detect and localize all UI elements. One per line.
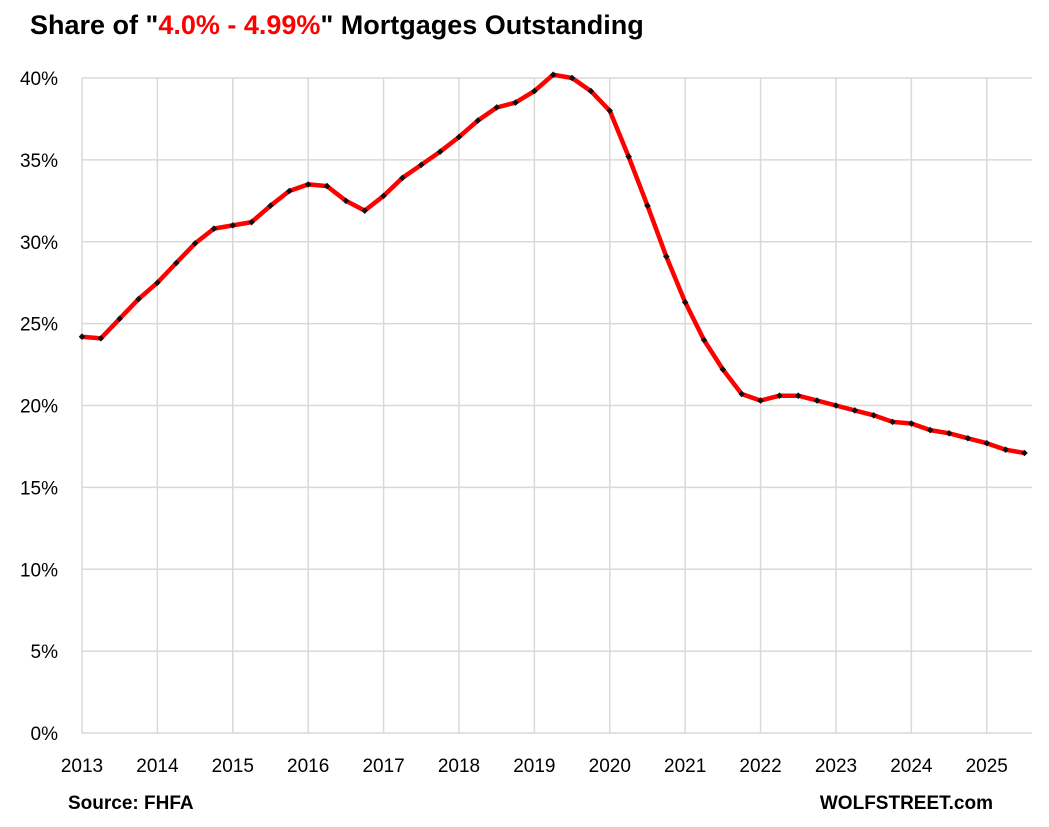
data-point: [644, 202, 651, 210]
grid: [81, 77, 1032, 734]
data-point: [663, 253, 670, 260]
data-point: [474, 117, 482, 124]
data-point: [813, 397, 821, 404]
chart-title: Share of "4.0% - 4.99%" Mortgages Outsta…: [30, 10, 644, 40]
data-point: [794, 392, 802, 399]
y-tick-label: 20%: [20, 397, 58, 418]
x-tick-label: 2019: [513, 756, 555, 777]
y-tick-label: 30%: [20, 233, 58, 254]
y-tick-label: 25%: [20, 315, 58, 336]
data-point: [342, 197, 350, 205]
x-tick-label: 2014: [136, 756, 179, 777]
series-line: [79, 72, 1027, 456]
data-point: [248, 218, 255, 226]
y-tick-label: 0%: [31, 724, 59, 745]
data-point: [625, 153, 632, 160]
data-point: [512, 99, 519, 106]
data-point: [417, 161, 425, 169]
data-points: [78, 71, 1028, 457]
data-point: [191, 240, 199, 247]
data-point: [361, 207, 369, 214]
data-point: [832, 402, 840, 409]
data-point: [587, 87, 595, 95]
data-point: [172, 259, 180, 267]
data-point: [78, 333, 86, 341]
y-tick-label: 15%: [20, 478, 58, 499]
data-point: [304, 181, 312, 188]
data-point: [719, 366, 727, 373]
data-point: [97, 335, 105, 342]
data-point: [323, 182, 331, 190]
y-tick-label: 10%: [20, 560, 58, 581]
data-point: [700, 336, 708, 344]
data-point: [964, 434, 972, 442]
data-point: [926, 426, 934, 434]
data-point: [286, 187, 293, 195]
title-prefix: Share of ": [30, 10, 158, 40]
data-point: [399, 174, 406, 182]
data-point: [436, 148, 444, 155]
data-point: [1002, 446, 1009, 454]
data-point: [135, 295, 142, 303]
data-point: [531, 87, 538, 95]
x-tick-label: 2015: [212, 756, 254, 777]
x-tick-label: 2016: [287, 756, 329, 777]
x-tick-label: 2020: [589, 756, 631, 777]
x-tick-label: 2013: [61, 756, 103, 777]
brand-label: WOLFSTREET.com: [820, 793, 993, 814]
data-point: [210, 225, 218, 232]
x-tick-label: 2024: [890, 756, 933, 777]
x-tick-label: 2025: [966, 756, 1008, 777]
data-point: [681, 299, 689, 306]
y-axis: 0% 5% 10% 15% 20% 25% 30% 35% 40%: [20, 69, 58, 745]
data-point: [606, 107, 614, 115]
x-tick-label: 2021: [664, 756, 706, 777]
data-point: [568, 74, 576, 82]
data-point: [154, 279, 161, 286]
title-highlight: 4.0% - 4.99%: [158, 10, 320, 40]
data-point: [267, 202, 274, 210]
data-point: [945, 430, 953, 437]
data-point: [380, 192, 387, 200]
y-tick-label: 35%: [20, 151, 58, 172]
x-tick-label: 2018: [438, 756, 480, 777]
data-point: [229, 222, 237, 229]
data-point: [116, 315, 123, 323]
y-tick-label: 40%: [20, 69, 58, 90]
title-suffix: " Mortgages Outstanding: [320, 10, 643, 40]
data-point: [455, 133, 463, 141]
x-tick-label: 2017: [362, 756, 404, 777]
data-point: [549, 71, 557, 79]
source-label: Source: FHFA: [68, 793, 194, 814]
data-point: [776, 392, 783, 399]
x-tick-label: 2023: [815, 756, 857, 777]
data-point: [889, 418, 896, 426]
x-tick-label: 2022: [739, 756, 781, 777]
data-point: [1021, 449, 1028, 457]
data-point: [851, 407, 859, 414]
data-point: [738, 390, 746, 398]
data-point: [870, 412, 877, 419]
x-axis: 2013 2014 2015 2016 2017 2018 2019 2020 2021 2022…: [61, 756, 1008, 777]
data-point: [908, 420, 915, 427]
data-point: [493, 104, 500, 111]
data-point: [983, 439, 991, 447]
data-point: [757, 397, 764, 404]
y-tick-label: 5%: [31, 642, 59, 663]
